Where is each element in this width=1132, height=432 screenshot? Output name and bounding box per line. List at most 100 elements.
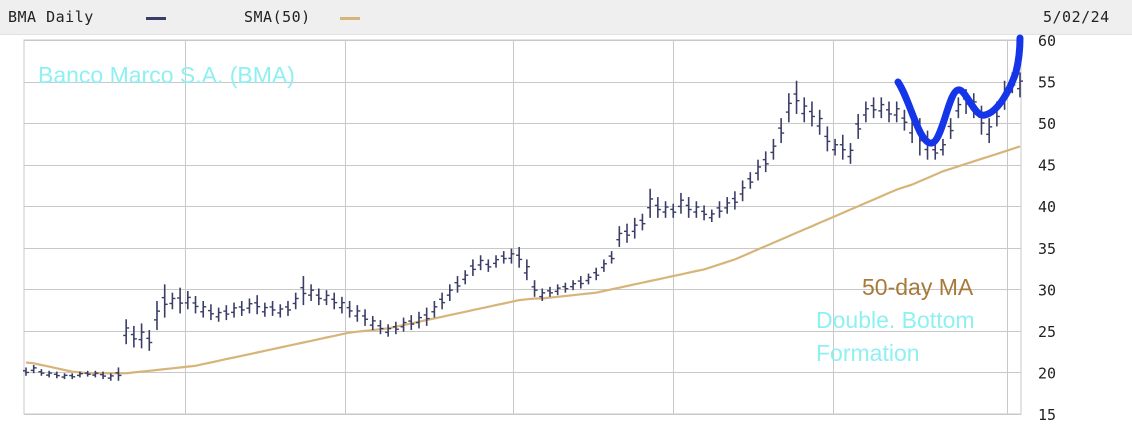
- price-bar: [446, 284, 453, 301]
- price-bar: [855, 113, 862, 139]
- price-bar: [932, 143, 939, 160]
- price-bar: [508, 248, 515, 264]
- price-bar: [955, 97, 962, 119]
- price-bar: [739, 180, 746, 202]
- price-bar: [323, 290, 330, 306]
- price-bar: [92, 370, 99, 378]
- price-bar: [585, 273, 592, 285]
- price-bar: [562, 282, 569, 293]
- y-tick-label: 45: [1038, 157, 1056, 175]
- price-bar: [839, 134, 846, 160]
- ma-annotation: 50-day MA: [862, 274, 974, 300]
- price-bar: [631, 217, 638, 239]
- ma-line: [25, 145, 1021, 375]
- price-bar: [184, 290, 191, 310]
- price-bar: [369, 315, 376, 331]
- price-bar: [415, 311, 422, 329]
- price-bar: [392, 321, 399, 335]
- price-bar: [354, 305, 361, 322]
- price-bar: [986, 118, 993, 144]
- price-bar: [385, 324, 392, 337]
- price-bar: [523, 259, 530, 281]
- price-bar: [577, 276, 584, 289]
- chart-date: 5/02/24: [1043, 8, 1110, 26]
- price-bar: [315, 288, 322, 306]
- price-bar: [69, 373, 76, 380]
- price-bar: [639, 213, 646, 231]
- price-bar: [770, 138, 777, 160]
- price-bar: [254, 295, 261, 315]
- price-bar: [23, 367, 29, 376]
- price-bar: [269, 300, 276, 316]
- chart-header: BMA Daily SMA(50) 5/02/24: [0, 0, 1132, 35]
- price-bar: [408, 315, 415, 331]
- price-bar: [500, 251, 507, 264]
- y-tick-label: 55: [1038, 74, 1056, 92]
- price-bar: [947, 118, 954, 139]
- price-bar: [439, 292, 446, 310]
- price-bar: [207, 304, 214, 321]
- price-bar: [847, 143, 854, 164]
- price-bar: [284, 300, 291, 316]
- series-legend-swatch: [146, 17, 166, 20]
- ma-legend-swatch: [340, 17, 360, 20]
- price-bar: [30, 364, 37, 374]
- price-bar: [454, 276, 461, 293]
- price-bar: [824, 126, 831, 152]
- ma-legend-label: SMA(50): [244, 8, 311, 26]
- price-bar: [331, 292, 338, 310]
- price-bar: [662, 201, 669, 218]
- price-bar: [107, 373, 114, 381]
- price-bar: [724, 197, 731, 214]
- price-bar: [816, 109, 823, 135]
- price-bar: [862, 101, 869, 123]
- price-bar: [277, 304, 284, 318]
- price-bar: [153, 300, 160, 331]
- pattern-annotation-line2: Formation: [816, 340, 920, 366]
- price-bar: [161, 284, 168, 318]
- price-bar: [785, 93, 792, 123]
- double-bottom-marker: [894, 34, 1024, 147]
- price-bar: [600, 259, 607, 272]
- chart-grid: [23, 39, 1022, 415]
- price-bar: [755, 159, 762, 181]
- price-bar: [546, 286, 553, 297]
- price-bar: [46, 370, 53, 378]
- price-bar: [939, 138, 946, 156]
- price-bar: [138, 323, 145, 349]
- price-bar: [654, 197, 661, 218]
- price-bar: [708, 209, 715, 223]
- price-bar: [215, 307, 222, 322]
- price-bar: [493, 255, 500, 268]
- price-bar: [570, 280, 577, 291]
- price-bar: [462, 270, 469, 285]
- price-bar: [115, 367, 122, 381]
- price-bar: [677, 192, 684, 214]
- price-bar: [608, 251, 615, 264]
- y-tick-label: 20: [1038, 364, 1056, 382]
- y-tick-label: 25: [1038, 323, 1056, 341]
- company-annotation: Banco Marco S.A. (BMA): [38, 62, 295, 88]
- price-bar: [431, 300, 438, 318]
- series-legend-label: BMA Daily: [8, 8, 94, 26]
- price-bar: [731, 191, 738, 210]
- price-bar: [261, 302, 268, 317]
- y-tick-label: 30: [1038, 281, 1056, 299]
- price-bar: [886, 101, 893, 123]
- y-axis: 15 20 25 30 35 40 45 50 55 60: [1038, 32, 1056, 424]
- price-bar: [292, 292, 299, 310]
- price-bar: [901, 109, 908, 131]
- y-tick-label: 60: [1038, 32, 1056, 50]
- price-bar: [878, 97, 885, 119]
- price-bar: [38, 369, 45, 376]
- price-bar: [400, 317, 407, 332]
- y-tick-label: 50: [1038, 115, 1056, 133]
- price-bar: [893, 101, 900, 123]
- price-bar: [146, 330, 153, 351]
- price-bar: [346, 300, 353, 318]
- price-bar: [693, 201, 700, 218]
- price-bar: [778, 118, 785, 144]
- price-bar: [123, 319, 130, 345]
- price-bar: [647, 188, 654, 218]
